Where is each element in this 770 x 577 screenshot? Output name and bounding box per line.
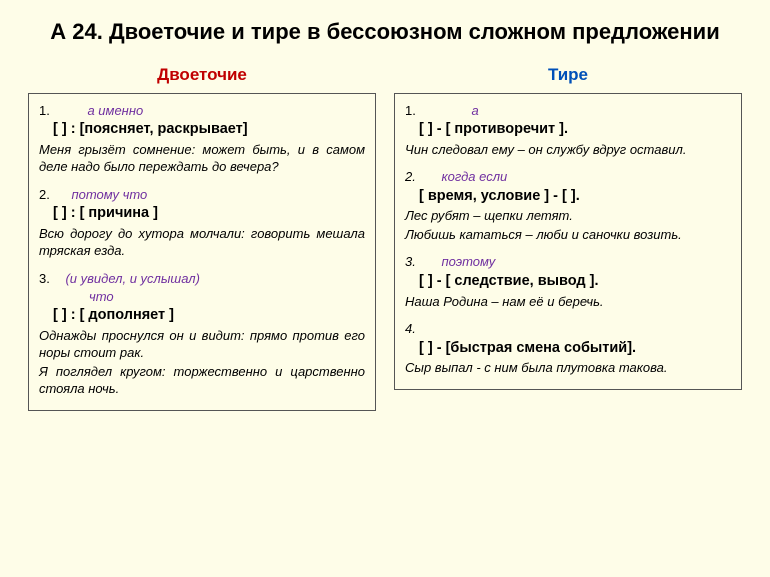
formula: [ ] - [быстрая смена событий]. bbox=[405, 339, 731, 359]
item-number: 3. bbox=[405, 254, 416, 269]
example: Сыр выпал - с ним была плутовка такова. bbox=[405, 359, 731, 377]
item-number: 1. bbox=[405, 103, 416, 118]
example: Меня грызёт сомнение: может быть, и в са… bbox=[39, 141, 365, 176]
formula: [ время, условие ] - [ ]. bbox=[405, 187, 731, 207]
example-2: Я поглядел кругом: торжественно и царств… bbox=[39, 363, 365, 398]
item-number: 2. bbox=[405, 169, 416, 184]
columns: Двоеточие 1. а именно [ ] : [поясняет, р… bbox=[28, 65, 742, 411]
formula: [ ] - [ следствие, вывод ]. bbox=[405, 272, 731, 292]
keyword: когда если bbox=[441, 169, 507, 184]
keyword: (и увидел, и услышал) bbox=[65, 271, 200, 286]
keyword: а именно bbox=[87, 103, 143, 118]
column-left: Двоеточие 1. а именно [ ] : [поясняет, р… bbox=[28, 65, 376, 411]
column-right-header: Тире bbox=[394, 65, 742, 85]
example: Однажды проснулся он и видит: прямо прот… bbox=[39, 327, 365, 362]
left-item-3: 3. (и увидел, и услышал) что [ ] : [ доп… bbox=[39, 270, 365, 398]
box-right: 1. а [ ] - [ противоречит ]. Чин следова… bbox=[394, 93, 742, 390]
left-item-2: 2. потому что [ ] : [ причина ] Всю доро… bbox=[39, 186, 365, 260]
item-number: 3. bbox=[39, 271, 50, 286]
keyword: а bbox=[471, 103, 478, 118]
column-right: Тире 1. а [ ] - [ противоречит ]. Чин сл… bbox=[394, 65, 742, 411]
keyword: потому что bbox=[71, 187, 147, 202]
example-2: Любишь кататься – люби и саночки возить. bbox=[405, 226, 731, 244]
right-item-3: 3. поэтому [ ] - [ следствие, вывод ]. Н… bbox=[405, 253, 731, 310]
right-item-2: 2. когда если [ время, условие ] - [ ]. … bbox=[405, 168, 731, 243]
page-title: А 24. Двоеточие и тире в бессоюзном слож… bbox=[28, 18, 742, 47]
example: Чин следовал ему – он службу вдруг остав… bbox=[405, 141, 731, 159]
box-left: 1. а именно [ ] : [поясняет, раскрывает]… bbox=[28, 93, 376, 411]
right-item-4: 4. [ ] - [быстрая смена событий]. Сыр вы… bbox=[405, 320, 731, 377]
example: Всю дорогу до хутора молчали: говорить м… bbox=[39, 225, 365, 260]
formula: [ ] : [ дополняет ] bbox=[39, 306, 365, 326]
item-number: 4. bbox=[405, 321, 416, 336]
column-left-header: Двоеточие bbox=[28, 65, 376, 85]
left-item-1: 1. а именно [ ] : [поясняет, раскрывает]… bbox=[39, 102, 365, 176]
formula: [ ] : [поясняет, раскрывает] bbox=[39, 120, 365, 140]
example: Лес рубят – щепки летят. bbox=[405, 207, 731, 225]
formula: [ ] : [ причина ] bbox=[39, 204, 365, 224]
item-number: 2. bbox=[39, 187, 50, 202]
example: Наша Родина – нам её и беречь. bbox=[405, 293, 731, 311]
item-number: 1. bbox=[39, 103, 50, 118]
keyword-2: что bbox=[39, 288, 365, 306]
right-item-1: 1. а [ ] - [ противоречит ]. Чин следова… bbox=[405, 102, 731, 159]
formula: [ ] - [ противоречит ]. bbox=[405, 120, 731, 140]
keyword: поэтому bbox=[441, 254, 495, 269]
